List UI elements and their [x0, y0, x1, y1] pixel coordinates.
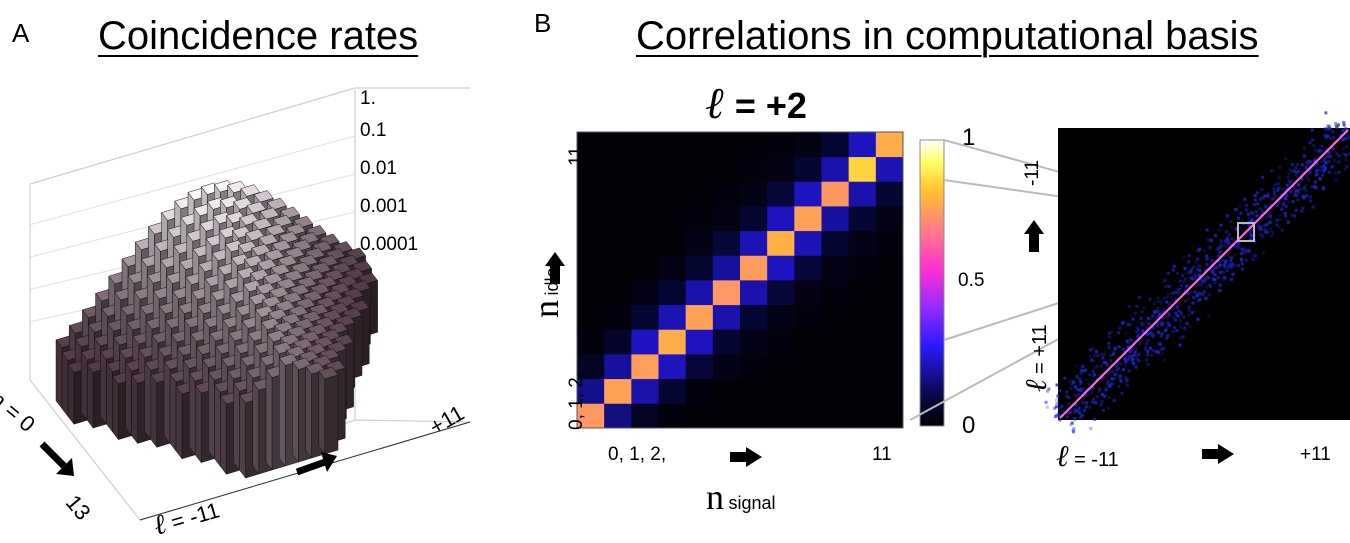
overview-heatmap — [1058, 128, 1350, 420]
overview-x-end-label: +11 — [1300, 444, 1331, 466]
overview-y-arrow — [1022, 218, 1046, 254]
overview-x-arrow — [1200, 442, 1236, 466]
overview-y-label: ℓ = +11 — [1020, 324, 1054, 392]
overview-y-start: -11 — [1022, 160, 1044, 186]
overview-x-start-label: ℓ = -11 — [1056, 440, 1119, 474]
